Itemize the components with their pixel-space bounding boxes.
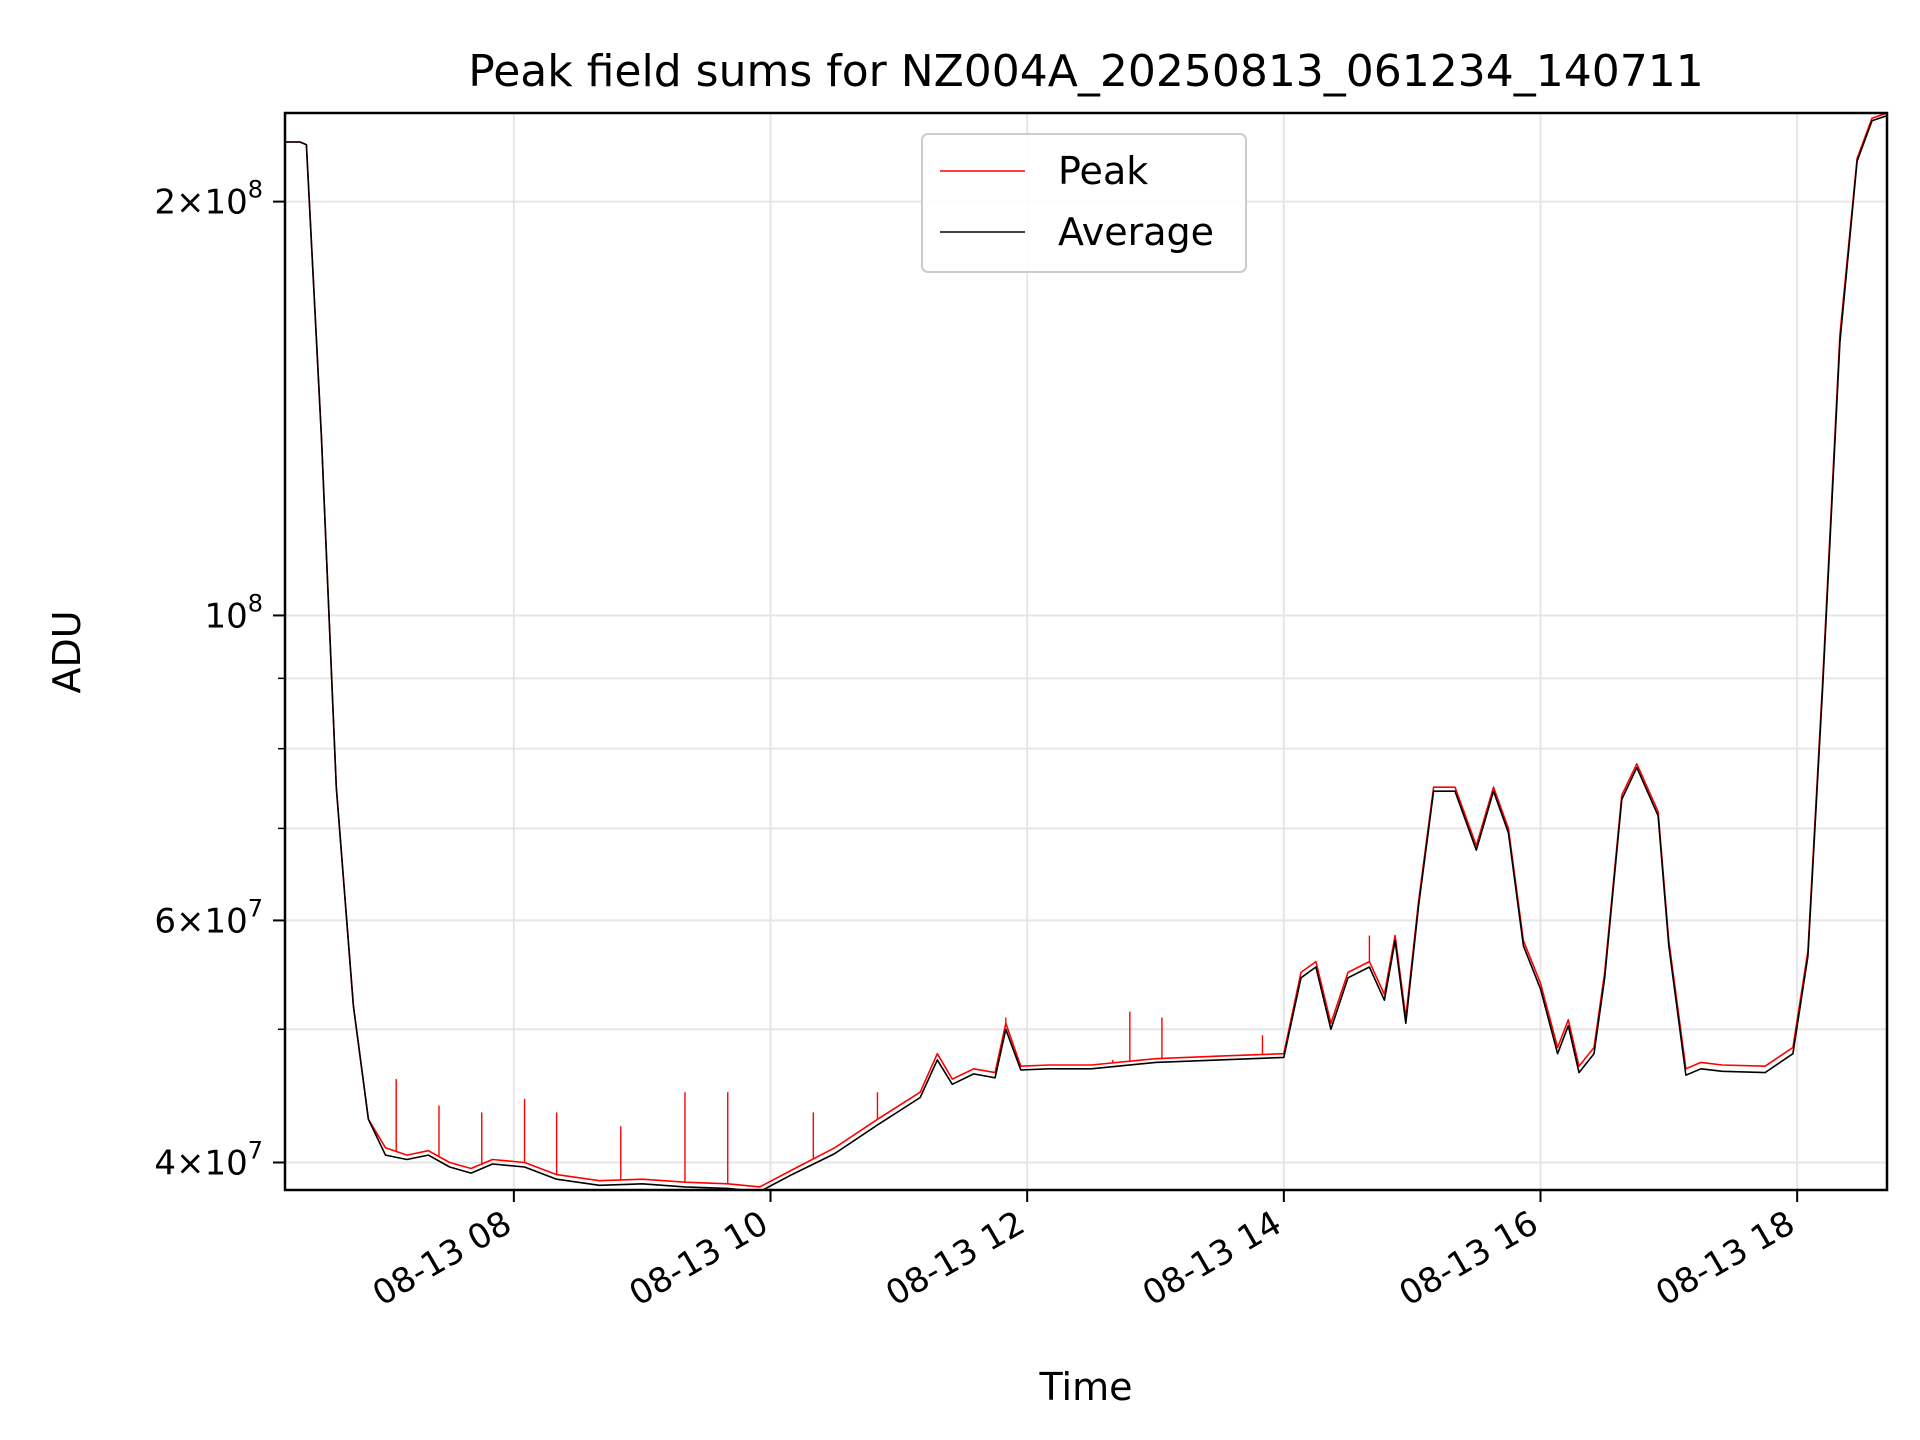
legend-label-average: Average — [1058, 210, 1214, 254]
y-tick-base: 10 — [204, 1144, 247, 1184]
y-tick-label: 2×108 — [154, 176, 263, 223]
y-tick-label: 6×107 — [154, 894, 263, 941]
legend-box — [921, 133, 1247, 273]
y-axis-label: ADU — [45, 610, 89, 693]
y-tick-mantissa: 4× — [154, 1144, 204, 1184]
legend-label-peak: Peak — [1058, 149, 1148, 193]
y-tick-mantissa: 6× — [154, 901, 204, 941]
y-tick-exponent: 7 — [248, 1137, 263, 1165]
y-tick-base: 10 — [204, 596, 247, 636]
series-line-average — [285, 114, 1887, 1190]
y-tick-exponent: 7 — [248, 894, 263, 922]
y-tick-base: 10 — [204, 901, 247, 941]
chart-title: Peak field sums for NZ004A_20250813_0612… — [468, 46, 1703, 97]
x-axis-label: Time — [1039, 1365, 1133, 1409]
y-tick-exponent: 8 — [248, 176, 263, 204]
plot-frame — [283, 111, 1889, 1192]
y-tick-label: 4×107 — [154, 1137, 263, 1184]
y-tick-exponent: 8 — [248, 589, 263, 617]
y-tick-mantissa: 2× — [154, 183, 204, 223]
y-tick-label: 108 — [204, 589, 263, 636]
y-tick-base: 10 — [204, 183, 247, 223]
legend: Peak Average — [921, 133, 1247, 273]
series-layer — [285, 113, 1887, 1190]
series-average — [285, 114, 1887, 1190]
